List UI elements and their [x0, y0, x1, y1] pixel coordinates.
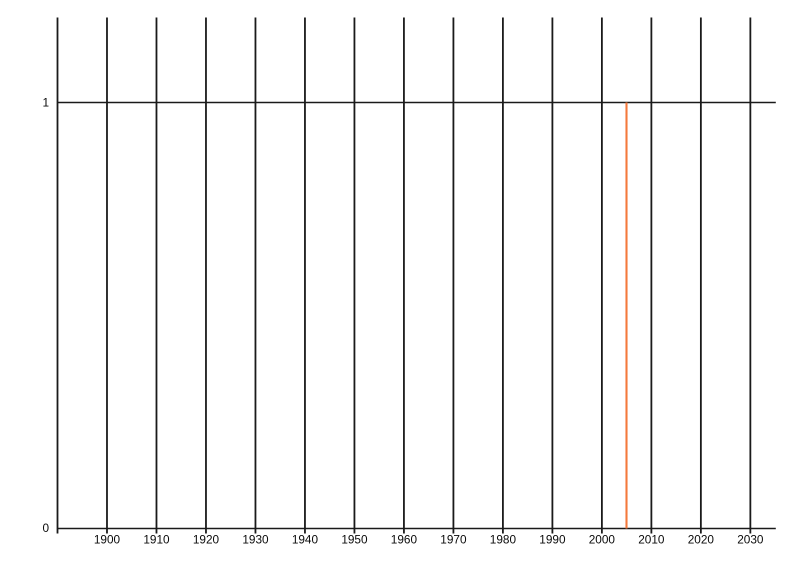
svg-text:1: 1: [42, 96, 49, 110]
svg-text:1920: 1920: [193, 533, 220, 547]
svg-text:1960: 1960: [391, 533, 418, 547]
svg-text:2020: 2020: [688, 533, 715, 547]
svg-text:1940: 1940: [292, 533, 319, 547]
svg-text:2030: 2030: [737, 533, 764, 547]
svg-text:1930: 1930: [242, 533, 269, 547]
svg-text:1950: 1950: [341, 533, 368, 547]
svg-text:1980: 1980: [490, 533, 517, 547]
svg-text:0: 0: [42, 521, 49, 535]
svg-text:1970: 1970: [440, 533, 467, 547]
svg-text:2010: 2010: [638, 533, 665, 547]
svg-text:1900: 1900: [94, 533, 121, 547]
svg-text:2000: 2000: [589, 533, 616, 547]
svg-text:1990: 1990: [539, 533, 566, 547]
svg-text:1910: 1910: [143, 533, 170, 547]
